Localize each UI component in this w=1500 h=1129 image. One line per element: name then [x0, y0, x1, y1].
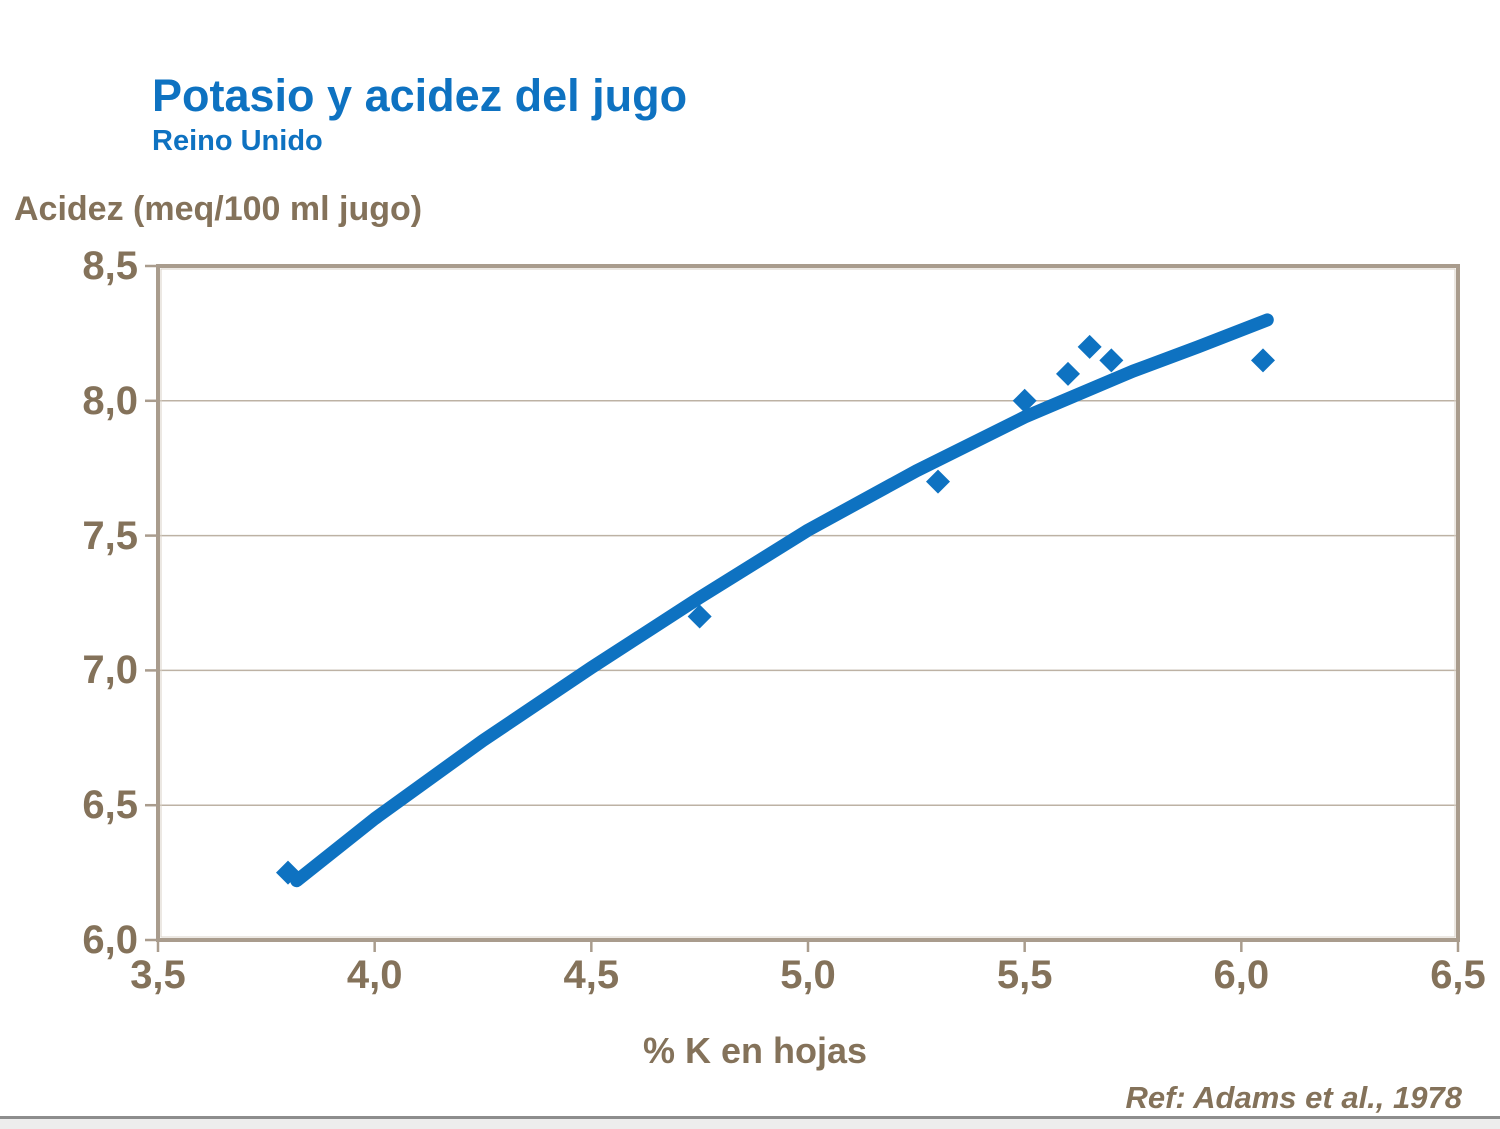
data-point-diamond — [1056, 361, 1080, 386]
scatter-plot-canvas — [145, 264, 1460, 952]
plot-border — [156, 264, 1460, 942]
x-tick-label: 5,5 — [996, 953, 1053, 997]
data-point-diamond — [687, 604, 712, 629]
x-tick-label: 6,0 — [1213, 953, 1270, 997]
plot-area — [145, 264, 1460, 952]
x-axis-title: % K en hojas — [642, 1030, 868, 1071]
y-axis-title: Acidez (meq/100 ml jugo) — [14, 190, 423, 228]
y-tick-label: 6,5 — [82, 783, 138, 828]
y-tick-label: 8,0 — [82, 378, 138, 423]
trend-curve — [290, 313, 1274, 888]
bottom-divider-rule — [0, 1116, 1500, 1129]
y-tick-label: 7,5 — [82, 513, 138, 558]
x-tick-label: 6,5 — [1430, 953, 1486, 997]
data-point-diamond — [1077, 334, 1102, 359]
x-tick-label: 5,0 — [780, 953, 836, 997]
data-point-diamond — [1099, 348, 1124, 373]
y-tick-label: 7,0 — [82, 648, 138, 693]
data-point-diamond — [1012, 388, 1037, 413]
data-point-diamond — [926, 469, 950, 494]
data-point-diamond — [1251, 348, 1275, 373]
y-tick-label: 8,5 — [82, 244, 138, 288]
chart-subtitle: Reino Unido — [152, 125, 323, 157]
x-tick-label: 3,5 — [130, 953, 186, 997]
reference-citation: Ref: Adams et al., 1978 — [1125, 1080, 1462, 1115]
x-tick-label: 4,0 — [346, 953, 403, 997]
chart-title: Potasio y acidez del jugo — [152, 70, 688, 121]
plot-border-highlight — [160, 268, 1456, 938]
x-tick-label: 4,5 — [563, 953, 620, 997]
y-tick-label: 6,0 — [82, 918, 138, 962]
